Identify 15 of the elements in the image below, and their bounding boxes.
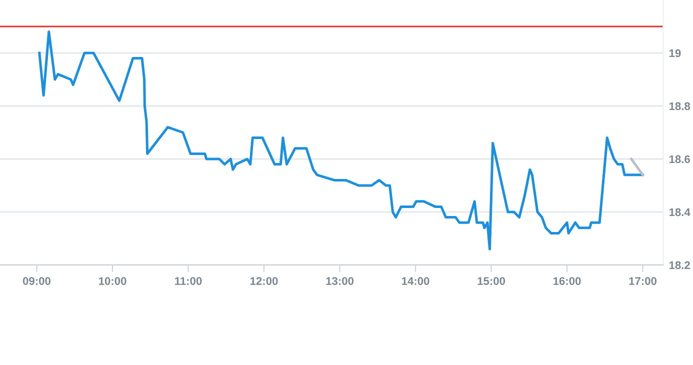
x-tick-label: 11:00 xyxy=(175,277,202,285)
y-tick-label: 18.6 xyxy=(669,155,690,164)
x-tick-label: 10:00 xyxy=(98,277,126,285)
y-tick-label: 18.2 xyxy=(669,261,690,270)
line-series xyxy=(38,30,644,250)
x-tick-label: 09:00 xyxy=(22,277,50,285)
x-tick-label: 14:00 xyxy=(402,277,430,285)
y-tick-label: 18.4 xyxy=(669,208,690,216)
x-tick-label: 16:00 xyxy=(553,277,581,285)
x-tick-label: 13:00 xyxy=(326,277,354,285)
x-tick-label: 17:00 xyxy=(629,277,657,285)
x-tick-label: 15:00 xyxy=(478,277,505,285)
y-tick-label: 19 xyxy=(669,49,681,58)
x-tick-label: 12:00 xyxy=(250,277,278,285)
y-tick-label: 18.8 xyxy=(669,102,690,110)
